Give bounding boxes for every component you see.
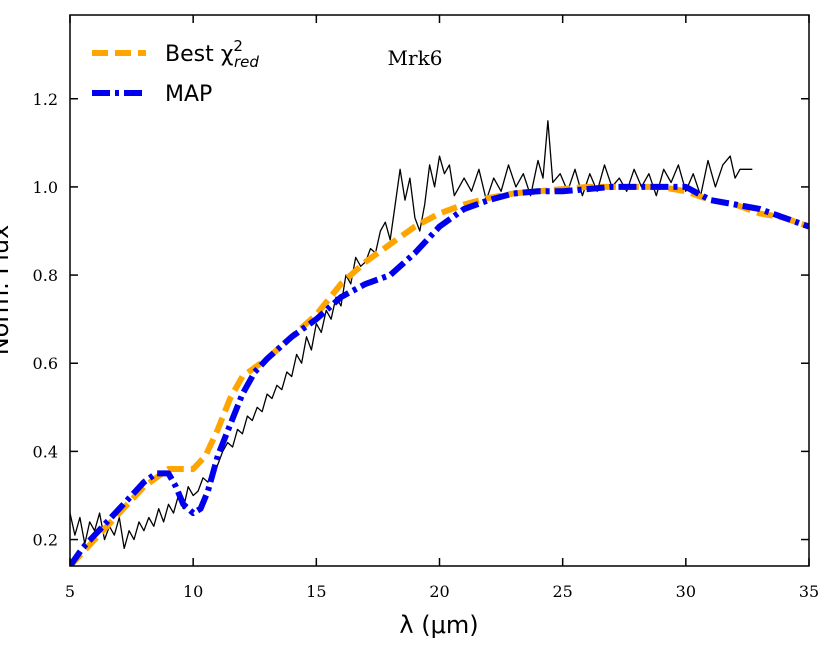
y-tick-label: 0.4: [33, 442, 58, 461]
legend: Best χ2 red MAP: [92, 37, 259, 107]
y-tick-label: 0.6: [33, 354, 58, 373]
y-tick-label: 1.0: [33, 178, 58, 197]
series-solid-line: [70, 120, 753, 550]
y-tick-label: 0.8: [33, 266, 58, 285]
x-tick-label: 10: [183, 582, 203, 601]
x-tick-label: 25: [552, 582, 572, 601]
tick-labels: 5 10 15 20 25 30 35 0.2 0.4 0.6 0.8 1.0 1.2: [33, 90, 820, 601]
x-tick-label: 15: [306, 582, 326, 601]
chart-annotation: Mrk6: [388, 46, 443, 70]
x-axis-label: λ (μm): [399, 611, 478, 639]
x-tick-label: 20: [429, 582, 449, 601]
series-layer: [70, 120, 809, 566]
y-tick-label: 1.2: [33, 90, 58, 109]
series-dashed-line: [70, 183, 809, 566]
plot-frame: [69, 14, 810, 567]
x-tick-label: 35: [799, 582, 819, 601]
x-tick-label: 5: [65, 582, 75, 601]
series-dashdot-line: [70, 183, 809, 566]
legend-label-best: Best χ2 red: [165, 37, 259, 71]
legend-label-map: MAP: [165, 82, 212, 107]
y-tick-label: 0.2: [33, 531, 58, 550]
x-tick-label: 30: [676, 582, 696, 601]
y-axis-label: Norm. Flux: [0, 225, 14, 356]
